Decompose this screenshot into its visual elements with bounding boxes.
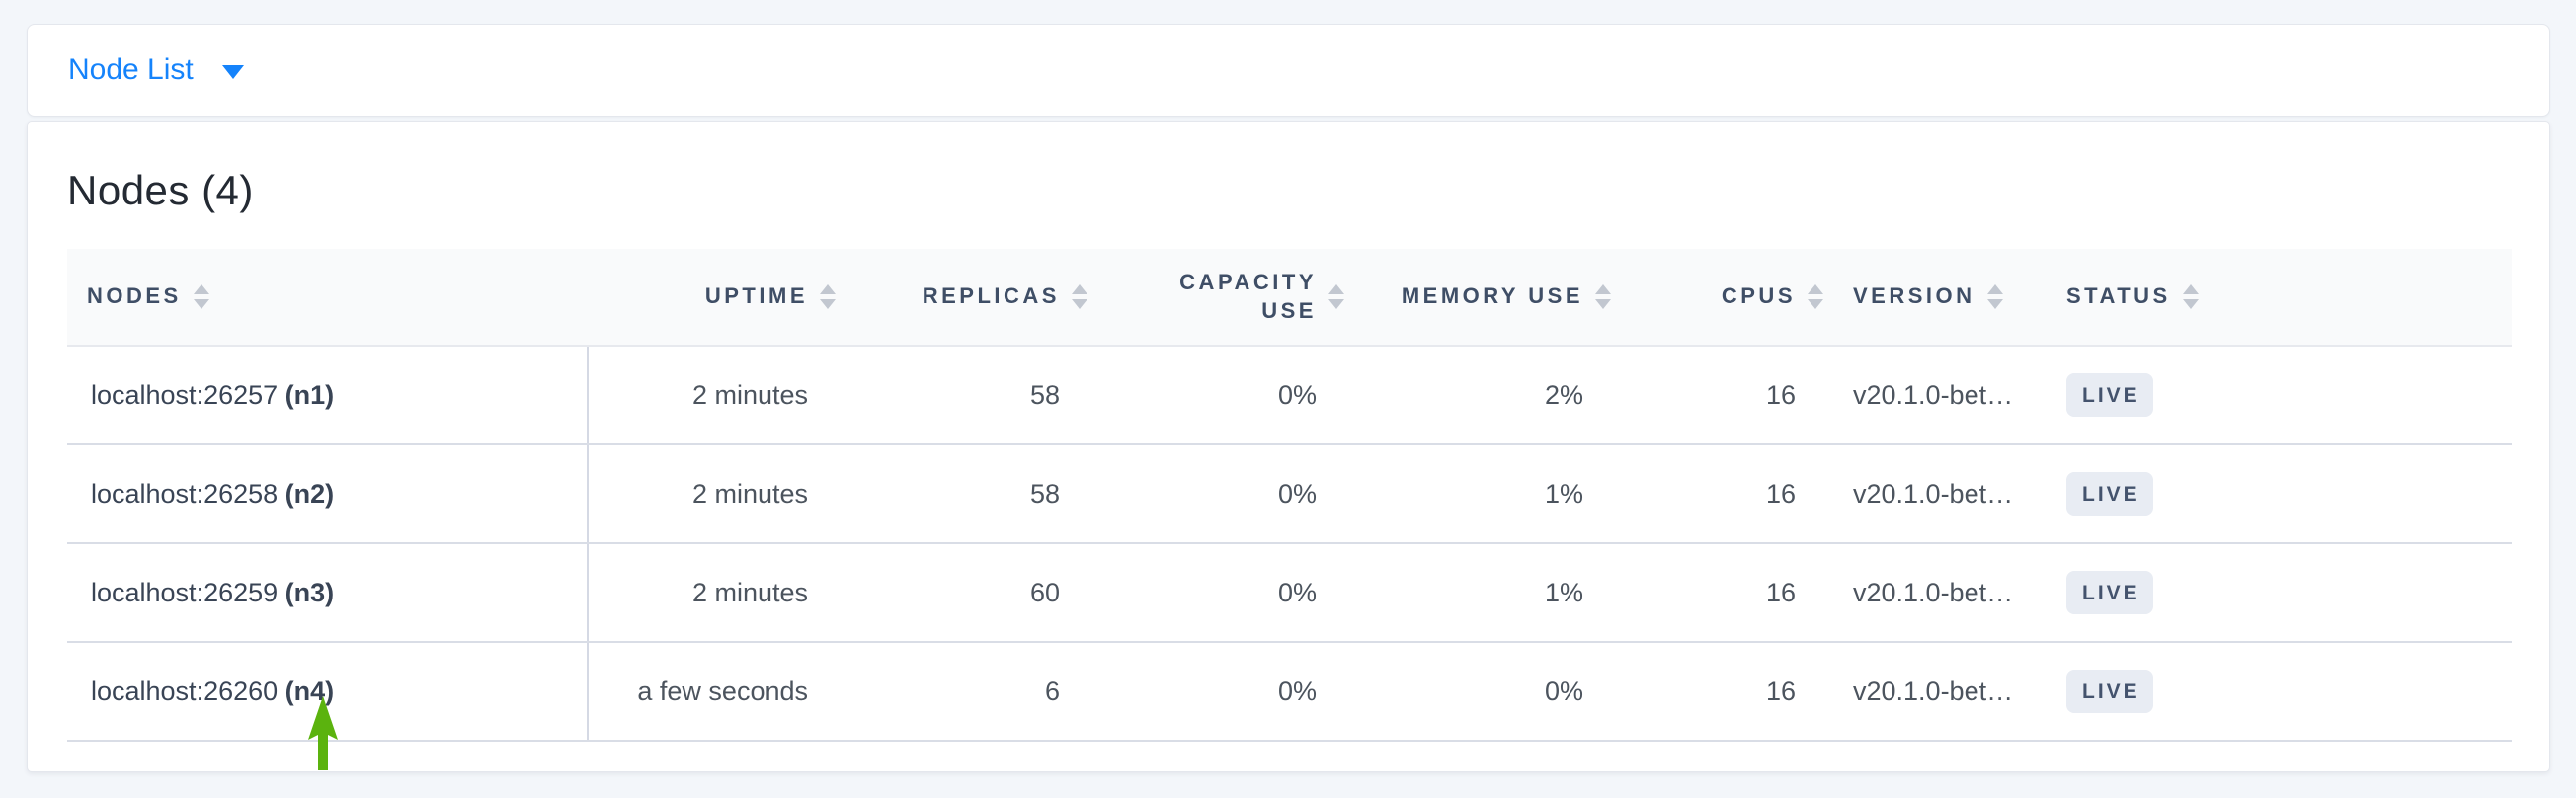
uptime-cell: 2 minutes <box>588 543 836 643</box>
memory-use-cell: 2% <box>1344 346 1611 445</box>
node-id: (n2) <box>284 478 335 509</box>
replicas-cell: 58 <box>836 346 1087 445</box>
nodes-card: Nodes (4) NODES UPTIME REPLICAS CAPACITY… <box>27 121 2550 772</box>
version-cell: v20.1.0-bet… <box>1823 642 2041 742</box>
status-badge: LIVE <box>2066 373 2153 417</box>
sort-icon <box>1986 284 2003 309</box>
sort-icon <box>1072 284 1087 309</box>
column-header-replicas[interactable]: REPLICAS <box>836 249 1087 347</box>
version-cell: v20.1.0-bet… <box>1823 543 2041 643</box>
node-id: (n1) <box>284 379 335 410</box>
green-arrow-up-icon <box>308 696 338 770</box>
node-address[interactable]: localhost:26260 <box>91 676 279 706</box>
column-header-version[interactable]: VERSION <box>1823 249 2041 347</box>
column-header-status[interactable]: STATUS <box>2041 249 2512 347</box>
status-badge: LIVE <box>2066 670 2153 713</box>
node-address[interactable]: localhost:26258 <box>91 478 279 509</box>
view-selector-bar: Node List <box>27 24 2550 117</box>
table-row[interactable]: localhost:26257 (n1) 2 minutes 58 0% 2% … <box>67 346 2512 445</box>
version-cell: v20.1.0-bet… <box>1823 346 2041 445</box>
column-header-memory-use[interactable]: MEMORY USE <box>1344 249 1611 347</box>
capacity-use-cell: 0% <box>1087 642 1344 742</box>
replicas-cell: 60 <box>836 543 1087 643</box>
cpus-cell: 16 <box>1611 642 1823 742</box>
uptime-cell: 2 minutes <box>588 444 836 544</box>
table-row[interactable]: localhost:26258 (n2) 2 minutes 58 0% 1% … <box>67 444 2512 544</box>
node-id: (n4) <box>284 676 335 706</box>
status-badge: LIVE <box>2066 571 2153 614</box>
version-cell: v20.1.0-bet… <box>1823 444 2041 544</box>
sort-icon <box>1328 284 1344 309</box>
memory-use-cell: 1% <box>1344 444 1611 544</box>
table-header-row: NODES UPTIME REPLICAS CAPACITY USE MEMOR… <box>67 249 2512 347</box>
column-header-capacity-use[interactable]: CAPACITY USE <box>1087 249 1344 347</box>
capacity-use-cell: 0% <box>1087 444 1344 544</box>
table-row[interactable]: localhost:26259 (n3) 2 minutes 60 0% 1% … <box>67 543 2512 643</box>
dropdown-label: Node List <box>68 53 194 86</box>
nodes-table: NODES UPTIME REPLICAS CAPACITY USE MEMOR… <box>67 249 2512 742</box>
replicas-cell: 6 <box>836 642 1087 742</box>
memory-use-cell: 1% <box>1344 543 1611 643</box>
sort-icon <box>820 284 836 309</box>
cpus-cell: 16 <box>1611 346 1823 445</box>
view-mode-dropdown[interactable]: Node List <box>68 55 244 85</box>
cpus-cell: 16 <box>1611 543 1823 643</box>
column-header-cpus[interactable]: CPUS <box>1611 249 1823 347</box>
status-badge: LIVE <box>2066 472 2153 516</box>
capacity-use-cell: 0% <box>1087 543 1344 643</box>
cpus-cell: 16 <box>1611 444 1823 544</box>
sort-icon <box>2182 284 2199 309</box>
column-header-nodes[interactable]: NODES <box>67 249 588 347</box>
replicas-cell: 58 <box>836 444 1087 544</box>
caret-down-icon <box>221 65 244 79</box>
sort-icon <box>1595 284 1611 309</box>
page-title: Nodes (4) <box>67 167 254 213</box>
node-id: (n3) <box>284 577 335 607</box>
uptime-cell: a few seconds <box>588 642 836 742</box>
table-row[interactable]: localhost:26260 (n4) a few seconds 6 0% … <box>67 642 2512 742</box>
sort-icon <box>1808 284 1823 309</box>
sort-icon <box>193 284 209 309</box>
column-header-uptime[interactable]: UPTIME <box>588 249 836 347</box>
node-address[interactable]: localhost:26257 <box>91 379 279 410</box>
uptime-cell: 2 minutes <box>588 346 836 445</box>
node-address[interactable]: localhost:26259 <box>91 577 279 607</box>
capacity-use-cell: 0% <box>1087 346 1344 445</box>
memory-use-cell: 0% <box>1344 642 1611 742</box>
